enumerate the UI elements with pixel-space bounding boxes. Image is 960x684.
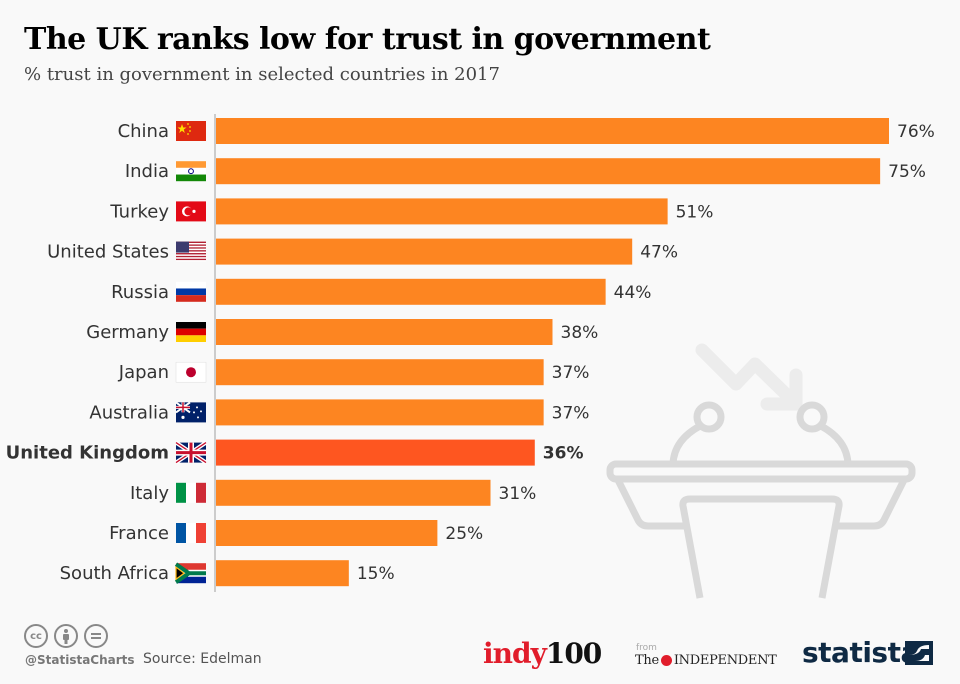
category-label: Russia [111, 282, 169, 303]
united-states-flag-icon [176, 241, 206, 262]
japan-flag-icon [175, 361, 207, 383]
data-label: 31% [499, 484, 537, 504]
independent-the: The [635, 653, 659, 668]
bar[interactable] [216, 278, 606, 305]
chart-title: The UK ranks low for trust in government [24, 22, 711, 57]
category-label: Japan [118, 362, 169, 383]
china-flag-icon [176, 121, 206, 141]
category-label: Turkey [109, 201, 169, 222]
category-label: China [118, 121, 169, 142]
chart-subtitle: % trust in government in selected countr… [24, 64, 500, 85]
india-flag-icon [176, 161, 206, 182]
category-label: India [125, 161, 169, 182]
category-label: France [109, 523, 169, 544]
category-label: Germany [86, 322, 169, 343]
russia-flag-icon [176, 281, 206, 302]
no-derivatives-icon[interactable] [84, 624, 108, 648]
source-label: Source: Edelman [143, 651, 262, 667]
indy100-logo-part2: 100 [545, 637, 602, 670]
bar[interactable] [216, 238, 633, 265]
data-label: 37% [552, 403, 590, 423]
cc-text: cc [30, 630, 42, 642]
category-label: United States [47, 242, 169, 263]
bar[interactable] [216, 118, 889, 144]
bar-row: France 25% [109, 520, 483, 546]
bar-row: China 76% [118, 118, 935, 144]
data-label: 76% [897, 122, 935, 142]
data-label: 36% [543, 444, 584, 464]
bar[interactable] [216, 158, 881, 185]
independent-name: INDEPENDENT [673, 653, 777, 668]
bar[interactable] [216, 399, 544, 426]
license-icons: cc [24, 624, 108, 648]
bar[interactable] [216, 479, 491, 506]
statista-logo[interactable]: statista [802, 636, 919, 669]
turkey-flag-icon [176, 201, 206, 222]
united-kingdom-flag-icon [174, 440, 208, 465]
data-label: 75% [888, 162, 926, 182]
bar[interactable] [216, 359, 544, 386]
statista-charts-handle[interactable]: @StatistaCharts [25, 653, 135, 667]
bar-row: Australia 37% [89, 399, 590, 426]
bar-row: Italy 31% [130, 479, 537, 506]
the-independent-logo[interactable]: The INDEPENDENT [635, 653, 777, 668]
statista-mark-icon [905, 641, 933, 665]
podium-declining-arrow-icon [606, 343, 916, 599]
bar-row: South Africa 15% [60, 560, 395, 587]
data-label: 15% [357, 564, 395, 584]
category-label: Australia [89, 402, 169, 423]
indy100-logo-part1: indy [483, 637, 547, 670]
data-label: 51% [676, 202, 714, 222]
data-label: 37% [552, 363, 590, 383]
bar-row: United States 47% [47, 238, 678, 265]
south-africa-flag-icon [174, 562, 206, 584]
bar[interactable] [216, 319, 553, 345]
data-label: 38% [561, 323, 599, 343]
category-label: United Kingdom [6, 443, 169, 464]
attribution-icon[interactable] [54, 624, 78, 648]
bar-chart: China 76% India 75% Turkey 51% United States 47… [6, 114, 935, 599]
france-flag-icon [176, 523, 206, 543]
data-label: 44% [614, 283, 652, 303]
bar[interactable] [216, 198, 668, 225]
bar-row: Germany 38% [86, 319, 598, 345]
from-label: from [636, 643, 657, 653]
italy-flag-icon [176, 482, 206, 503]
data-label: 25% [445, 524, 483, 544]
bar[interactable] [216, 439, 535, 466]
bar-row: Japan 37% [118, 359, 590, 386]
bar-row: Turkey 51% [109, 198, 714, 225]
bar-row: India 75% [125, 158, 926, 185]
cc-icon[interactable]: cc [24, 624, 48, 648]
australia-flag-icon [175, 401, 206, 423]
bar[interactable] [216, 560, 349, 587]
bar-row: United Kingdom 36% [6, 439, 584, 466]
category-label: Italy [130, 483, 169, 504]
bar-row: Russia 44% [111, 278, 652, 305]
data-label: 47% [640, 243, 678, 263]
germany-flag-icon [176, 322, 206, 342]
independent-eagle-icon [660, 655, 672, 666]
indy100-logo[interactable]: indy100 [483, 637, 602, 670]
category-label: South Africa [60, 563, 169, 584]
bar[interactable] [216, 520, 438, 546]
